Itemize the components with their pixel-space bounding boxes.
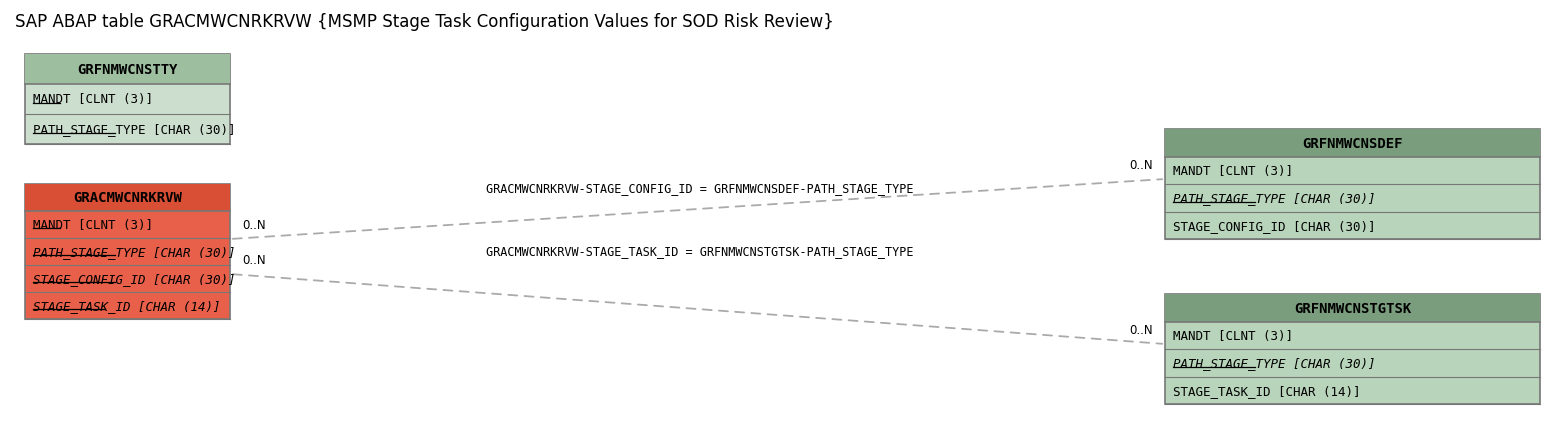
Text: GRFNMWCNSTTY: GRFNMWCNSTTY xyxy=(78,63,178,77)
Text: 0..N: 0..N xyxy=(242,254,265,266)
Text: SAP ABAP table GRACMWCNRKRVW {MSMP Stage Task Configuration Values for SOD Risk : SAP ABAP table GRACMWCNRKRVW {MSMP Stage… xyxy=(16,13,834,31)
Text: PATH_STAGE_TYPE [CHAR (30)]: PATH_STAGE_TYPE [CHAR (30)] xyxy=(1172,192,1375,205)
Text: PATH_STAGE_TYPE [CHAR (30)]: PATH_STAGE_TYPE [CHAR (30)] xyxy=(1172,357,1375,369)
Bar xyxy=(25,55,231,85)
Text: 0..N: 0..N xyxy=(242,219,265,231)
Text: MANDT [CLNT (3)]: MANDT [CLNT (3)] xyxy=(33,93,153,106)
Bar xyxy=(1165,130,1540,240)
Text: STAGE_TASK_ID [CHAR (14)]: STAGE_TASK_ID [CHAR (14)] xyxy=(1172,384,1361,397)
Text: STAGE_TASK_ID [CHAR (14)]: STAGE_TASK_ID [CHAR (14)] xyxy=(33,299,220,312)
Text: 0..N: 0..N xyxy=(1129,159,1154,172)
Bar xyxy=(25,184,231,212)
Text: GRACMWCNRKRVW-STAGE_TASK_ID = GRFNMWCNSTGTSK-PATH_STAGE_TYPE: GRACMWCNRKRVW-STAGE_TASK_ID = GRFNMWCNST… xyxy=(486,244,914,258)
Text: 0..N: 0..N xyxy=(1129,323,1154,336)
Bar xyxy=(25,184,231,319)
Text: MANDT [CLNT (3)]: MANDT [CLNT (3)] xyxy=(1172,329,1292,342)
Bar xyxy=(25,55,231,145)
Text: GRFNMWCNSDEF: GRFNMWCNSDEF xyxy=(1302,137,1403,150)
Text: PATH_STAGE_TYPE [CHAR (30)]: PATH_STAGE_TYPE [CHAR (30)] xyxy=(33,245,235,258)
Text: STAGE_CONFIG_ID [CHAR (30)]: STAGE_CONFIG_ID [CHAR (30)] xyxy=(1172,219,1375,232)
Text: GRACMWCNRKRVW-STAGE_CONFIG_ID = GRFNMWCNSDEF-PATH_STAGE_TYPE: GRACMWCNRKRVW-STAGE_CONFIG_ID = GRFNMWCN… xyxy=(486,182,914,194)
Text: MANDT [CLNT (3)]: MANDT [CLNT (3)] xyxy=(33,219,153,231)
Bar xyxy=(1165,294,1540,322)
Text: GRACMWCNRKRVW: GRACMWCNRKRVW xyxy=(73,191,182,205)
Text: MANDT [CLNT (3)]: MANDT [CLNT (3)] xyxy=(1172,164,1292,177)
Bar xyxy=(1165,294,1540,404)
Text: GRFNMWCNSTGTSK: GRFNMWCNSTGTSK xyxy=(1294,301,1411,315)
Text: STAGE_CONFIG_ID [CHAR (30)]: STAGE_CONFIG_ID [CHAR (30)] xyxy=(33,272,235,285)
Text: PATH_STAGE_TYPE [CHAR (30)]: PATH_STAGE_TYPE [CHAR (30)] xyxy=(33,123,235,136)
Bar xyxy=(1165,130,1540,157)
